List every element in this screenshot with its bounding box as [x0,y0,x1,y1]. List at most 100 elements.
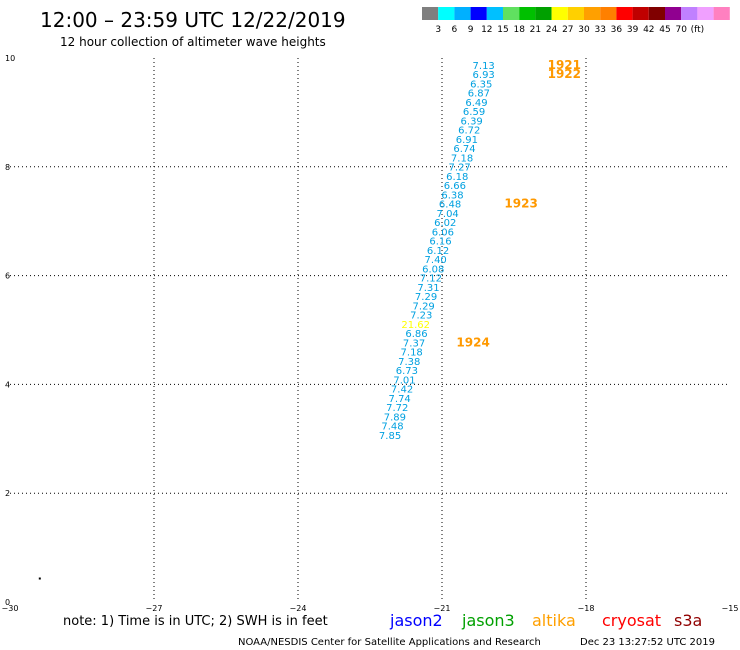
data-marks: 7.136.936.356.876.496.596.396.726.916.74… [38,58,581,580]
data-point-label: 6.93 [473,70,495,81]
colorbar-label: 36 [611,25,623,35]
x-tick-label: −30 [2,604,19,613]
colorbar-swatch [648,7,665,20]
data-point-label: 6.06 [432,227,454,238]
data-point-label: 7.72 [386,403,408,414]
chart-title: 12:00 – 23:59 UTC 12/22/2019 [40,8,346,32]
data-point-label: 6.35 [470,79,492,90]
data-point-label: 7.31 [417,283,439,294]
data-point-label: 6.39 [461,116,483,127]
y-tick-label: 10 [5,54,15,63]
data-point-label: 6.72 [458,126,480,137]
colorbar-label: 3 [435,25,441,35]
colorbar-swatch [616,7,633,20]
x-tick-label: −18 [578,604,595,613]
footer-note: note: 1) Time is in UTC; 2) SWH is in fe… [63,614,328,629]
time-label: 1924 [456,335,489,349]
data-point-label: 7.18 [451,153,473,164]
colorbar-swatch [665,7,682,20]
colorbar-swatch [697,7,714,20]
x-tick-label: −15 [722,604,739,613]
data-point-label: 7.37 [403,338,425,349]
colorbar-swatch [454,7,471,20]
satellite-altika: altika [532,611,576,630]
satellite-jason3: jason3 [461,611,515,630]
colorbar-swatch [632,7,649,20]
stray-mark [38,577,41,580]
colorbar-swatch [681,7,698,20]
data-point-label: 6.38 [441,190,463,201]
satellite-legend: jason2 jason3 altika cryosat s3a [389,611,702,630]
data-point-label: 6.08 [422,264,444,275]
colorbar-label: 27 [562,25,573,35]
footer-credit: NOAA/NESDIS Center for Satellite Applica… [238,637,541,648]
data-point-label: 7.74 [389,394,411,405]
colorbar-swatch [503,7,520,20]
footer-timestamp: Dec 23 13:27:52 UTC 2019 [580,637,715,648]
colorbar-swatch [551,7,568,20]
data-point-label: 7.38 [398,357,420,368]
colorbar-label: 42 [643,25,654,35]
data-point-label: 6.49 [465,98,487,109]
data-point-label: 6.48 [439,200,461,211]
data-point-label: 7.12 [420,274,442,285]
data-point-label: 7.85 [379,431,401,442]
plot-grid [10,58,730,602]
colorbar-label: 21 [530,25,541,35]
data-point-label: 6.87 [468,89,490,100]
colorbar-label: 15 [497,25,508,35]
data-point-label: 7.29 [413,301,435,312]
data-point-label: 6.86 [405,329,427,340]
chart-subtitle: 12 hour collection of altimeter wave hei… [60,35,326,49]
time-label: 1923 [504,197,537,211]
colorbar-label: 33 [594,25,605,35]
colorbar-label: 45 [659,25,670,35]
colorbar-label: 6 [452,25,458,35]
data-point-label: 7.13 [473,61,495,72]
data-point-label: 6.18 [446,172,468,183]
data-point-label: 7.04 [437,209,459,220]
colorbar-swatch [600,7,617,20]
y-tick-label: 8 [5,163,10,172]
data-point-label: 7.89 [384,412,406,423]
colorbar-swatch [486,7,503,20]
data-point-label: 21.62 [401,320,430,331]
data-point-label: 7.01 [393,375,415,386]
colorbar-label: 39 [627,25,639,35]
data-point-label: 6.59 [463,107,485,118]
data-point-label: 7.40 [425,255,447,266]
colorbar-swatch [567,7,584,20]
x-tick-label: −24 [290,604,307,613]
data-point-label: 6.02 [434,218,456,229]
y-tick-label: 4 [5,380,10,389]
x-tick-label: −27 [146,604,163,613]
time-label: 1921 [548,58,581,72]
colorbar-label: 24 [546,25,558,35]
x-tick-label: −21 [434,604,451,613]
color-scale-bar: 3 6 9 12 15 18 21 24 27 30 33 36 39 42 45 70 (ft) [422,7,730,35]
data-point-label: 7.27 [449,163,471,174]
data-point-label: 7.48 [381,422,403,433]
colorbar-swatch [422,7,439,20]
colorbar-swatch [470,7,487,20]
data-point-label: 7.29 [415,292,437,303]
colorbar-swatch [713,7,730,20]
data-point-label: 6.16 [429,237,451,248]
data-point-label: 7.42 [391,385,413,396]
data-point-label: 6.12 [427,246,449,257]
axis-ticks: −30 −27 −24 −21 −18 −15 0 2 4 6 8 10 [2,54,739,613]
colorbar-label: 18 [513,25,525,35]
colorbar-label: 30 [578,25,590,35]
satellite-cryosat: cryosat [602,611,661,630]
colorbar-label: 12 [481,25,492,35]
y-tick-label: 2 [5,489,10,498]
data-point-label: 7.18 [401,348,423,359]
satellite-s3a: s3a [674,611,702,630]
colorbar-label: (ft) [691,25,705,35]
time-label: 1922 [548,67,581,81]
colorbar-label: 9 [468,25,474,35]
data-point-label: 7.23 [410,311,432,322]
colorbar-swatch [438,7,455,20]
colorbar-label: 70 [675,25,687,35]
